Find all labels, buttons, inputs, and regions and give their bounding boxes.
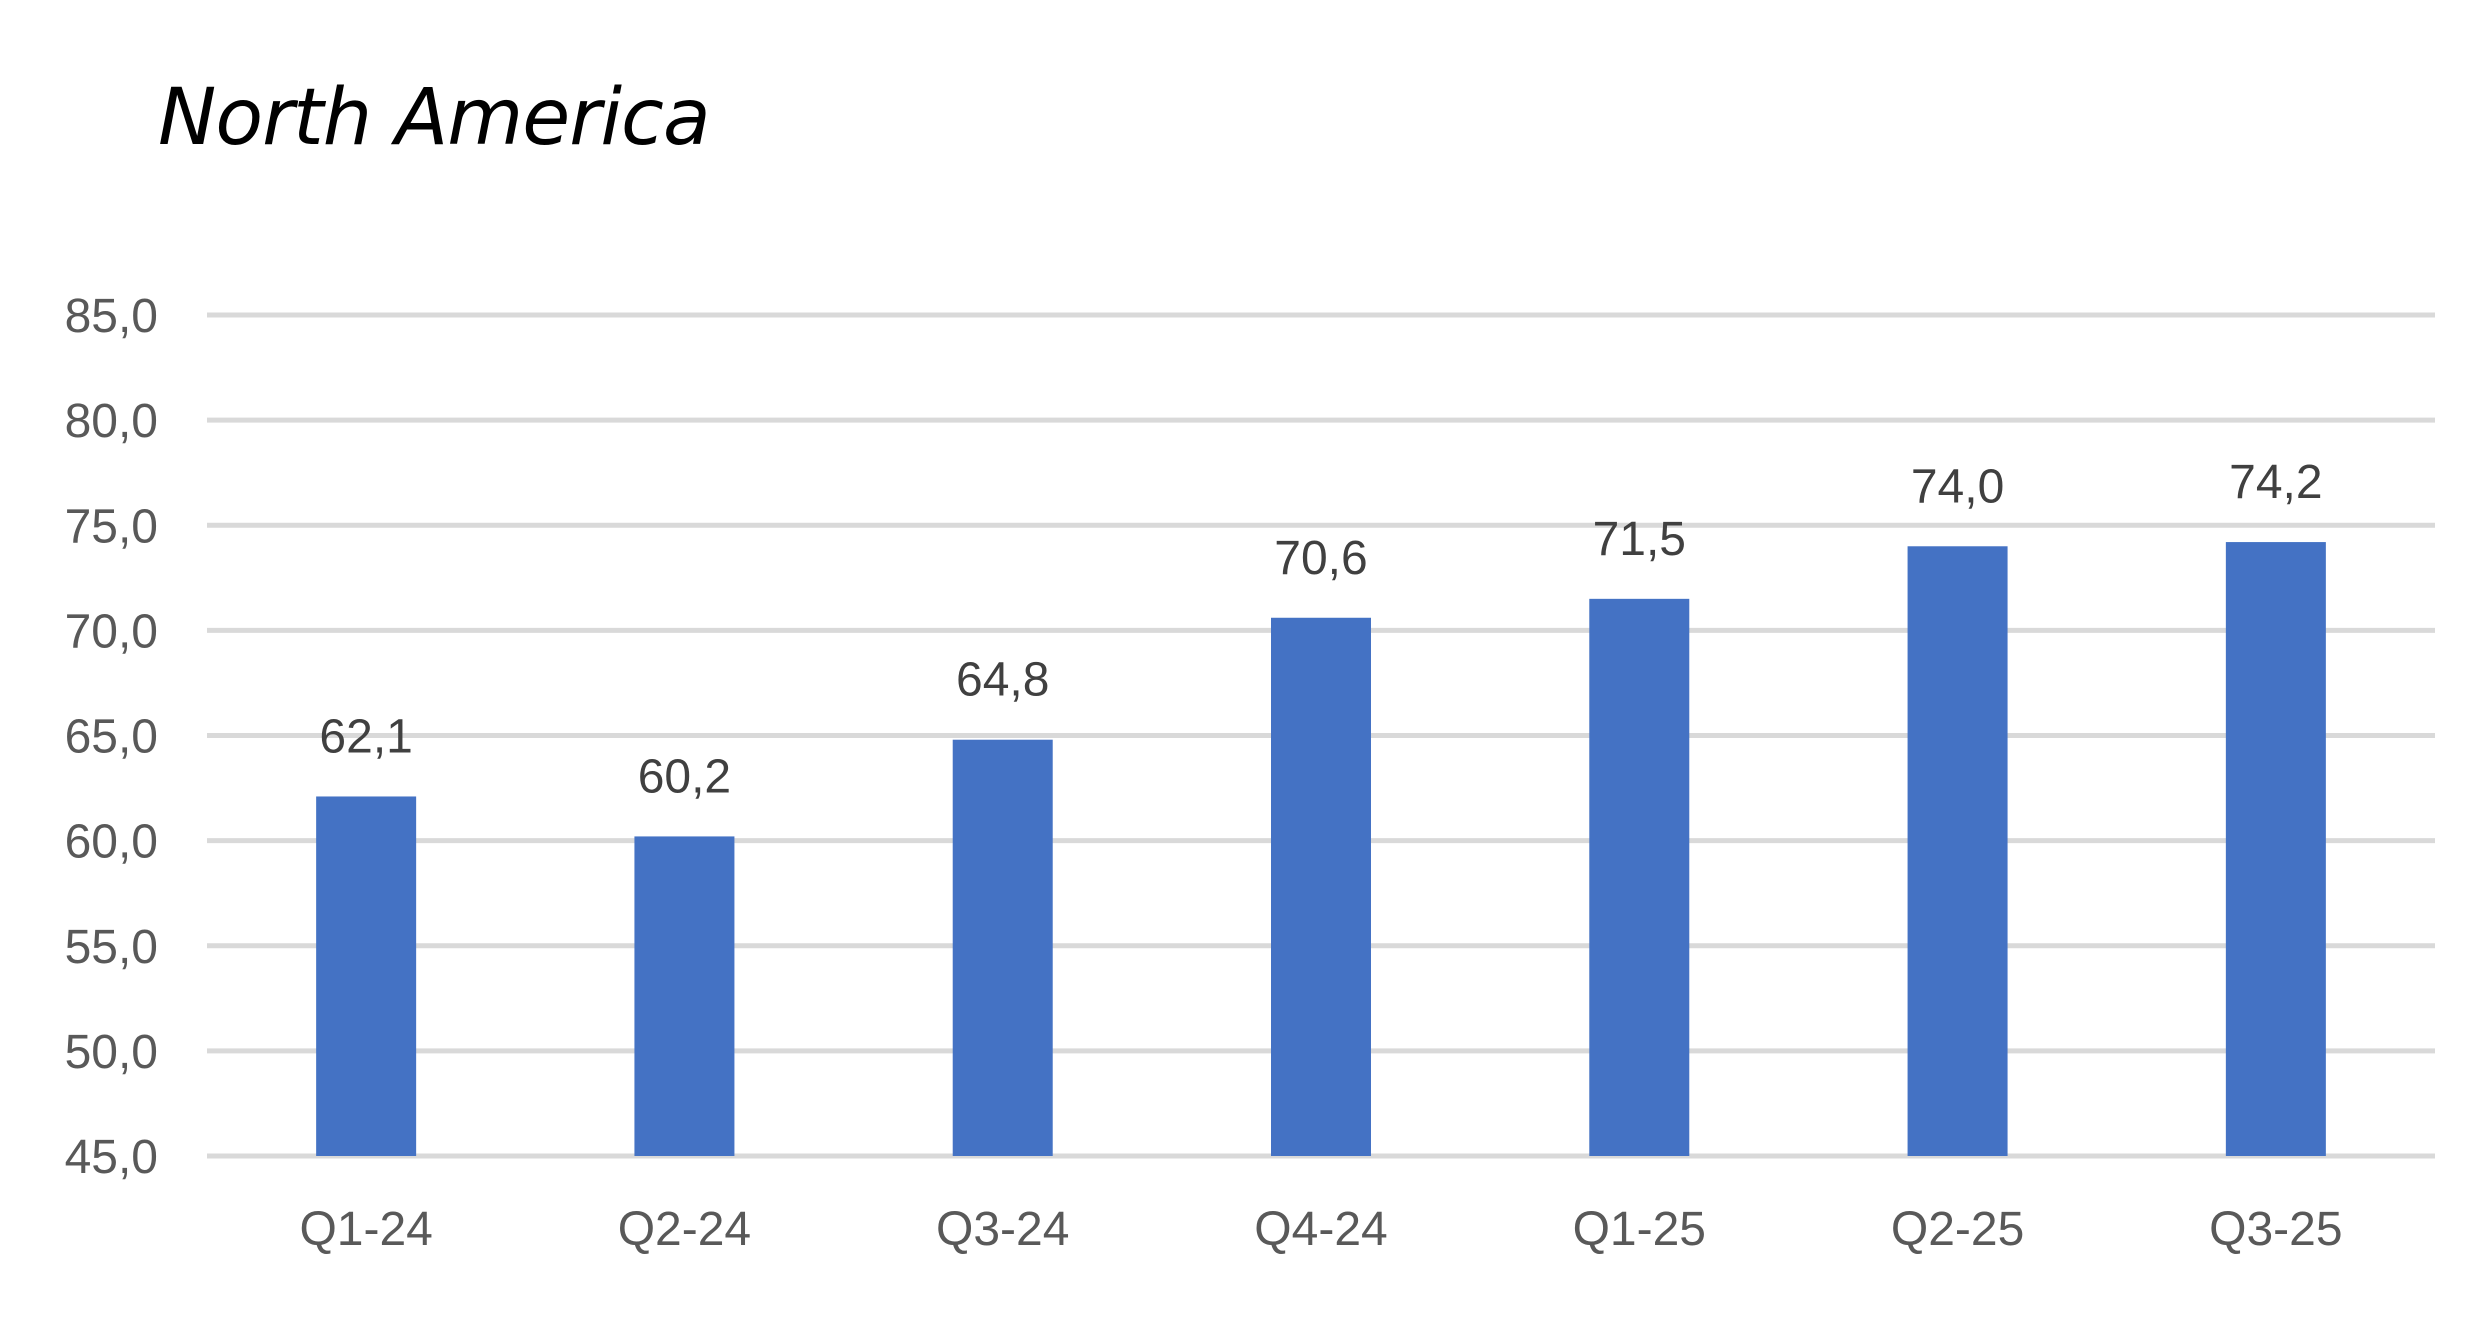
data-label: 70,6 [1274, 532, 1367, 585]
y-tick-label: 85,0 [65, 290, 158, 343]
data-label: 74,0 [1911, 460, 2004, 513]
x-axis-ticks: Q1-24 Q2-24 Q3-24 Q4-24 Q1-25 Q2-25 Q3-25 [299, 1203, 2342, 1256]
y-tick-label: 55,0 [65, 921, 158, 974]
bar [1589, 598, 1690, 1156]
data-label: 74,2 [2229, 456, 2322, 509]
x-tick-label: Q3-25 [2209, 1203, 2342, 1256]
bar [316, 796, 417, 1156]
bar [952, 739, 1053, 1156]
data-label: 64,8 [956, 654, 1049, 707]
bar [1271, 617, 1371, 1156]
y-tick-label: 75,0 [65, 500, 158, 553]
chart-title: North America [158, 73, 711, 163]
y-tick-label: 65,0 [65, 711, 158, 764]
y-tick-label: 80,0 [65, 395, 158, 448]
x-tick-label: Q2-25 [1891, 1203, 2024, 1256]
x-tick-label: Q4-24 [1254, 1203, 1387, 1256]
data-labels: 62,1 60,2 64,8 70,6 71,5 74,0 74,2 [319, 456, 2322, 803]
y-tick-label: 50,0 [65, 1026, 158, 1079]
bar [2225, 542, 2326, 1156]
x-tick-label: Q1-25 [1573, 1203, 1706, 1256]
x-tick-label: Q2-24 [618, 1203, 751, 1256]
data-label: 60,2 [638, 750, 731, 803]
bar [634, 836, 735, 1156]
bars [316, 542, 2326, 1156]
data-label: 62,1 [319, 710, 412, 763]
y-tick-label: 45,0 [65, 1131, 158, 1184]
y-tick-label: 60,0 [65, 816, 158, 869]
y-axis-ticks: 45,0 50,0 55,0 60,0 65,0 70,0 75,0 80,0 85,0 [65, 290, 158, 1184]
data-label: 71,5 [1593, 513, 1686, 566]
x-tick-label: Q1-24 [299, 1203, 432, 1256]
bar [1907, 546, 2008, 1156]
y-tick-label: 70,0 [65, 605, 158, 658]
x-tick-label: Q3-24 [936, 1203, 1069, 1256]
